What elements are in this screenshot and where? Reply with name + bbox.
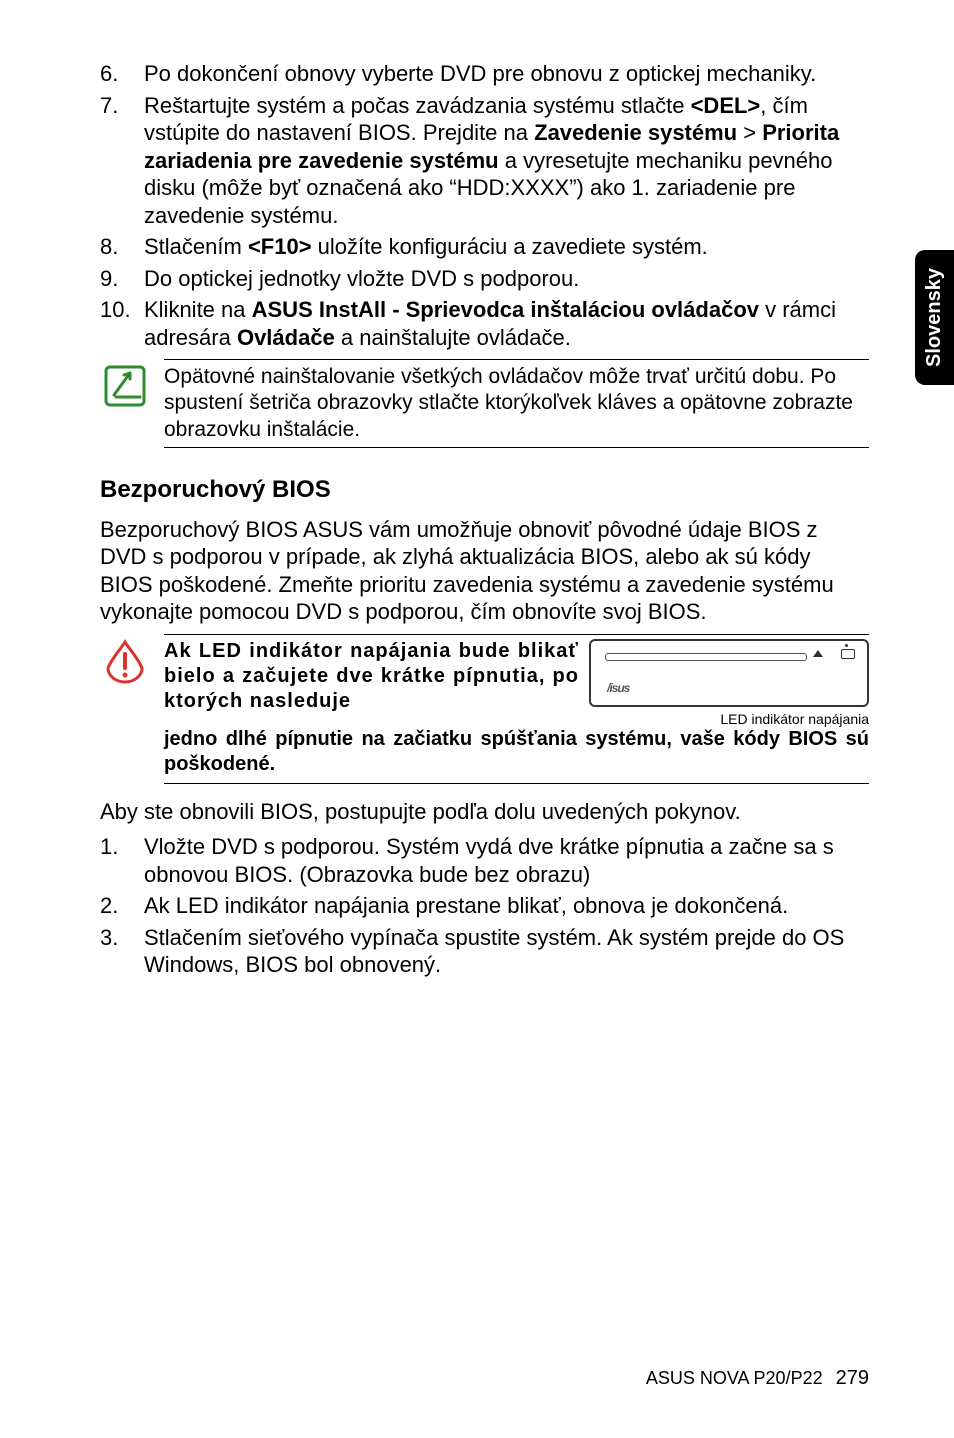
list-number: 6. — [100, 60, 144, 88]
section-paragraph: Bezporuchový BIOS ASUS vám umožňuje obno… — [100, 516, 869, 626]
list-item: 1.Vložte DVD s podporou. Systém vydá dve… — [100, 833, 869, 888]
warning-text-continue: jedno dlhé pípnutie na začiatku spúšťani… — [164, 727, 869, 777]
list-number: 7. — [100, 92, 144, 230]
footer-product: ASUS NOVA P20/P22 — [646, 1368, 823, 1388]
list-body: Reštartujte systém a počas zavádzania sy… — [144, 92, 869, 230]
list-item: 3.Stlačením sieťového vypínača spustite … — [100, 924, 869, 979]
list-number: 10. — [100, 296, 144, 351]
list-number: 1. — [100, 833, 144, 888]
list-number: 9. — [100, 265, 144, 293]
language-tab: Slovensky — [915, 250, 954, 385]
note-icon — [100, 361, 150, 416]
list-item: 9.Do optickej jednotky vložte DVD s podp… — [100, 265, 869, 293]
list-body: Stlačením sieťového vypínača spustite sy… — [144, 924, 869, 979]
page-footer: ASUS NOVA P20/P22 279 — [646, 1367, 869, 1390]
paragraph-after-warning: Aby ste obnovili BIOS, postupujte podľa … — [100, 798, 869, 826]
warning-icon — [100, 636, 150, 691]
footer-page-number: 279 — [836, 1367, 869, 1389]
list-number: 3. — [100, 924, 144, 979]
warning-text-left: Ak LED indikátor napájania bude blikať b… — [164, 639, 579, 727]
list-number: 2. — [100, 892, 144, 920]
list-item: 2.Ak LED indikátor napájania prestane bl… — [100, 892, 869, 920]
device-illustration: /isus — [589, 639, 869, 707]
list-item: 8.Stlačením <F10> uložíte konfiguráciu a… — [100, 233, 869, 261]
list-item: 10.Kliknite na ASUS InstAll - Sprievodca… — [100, 296, 869, 351]
list-body: Do optickej jednotky vložte DVD s podpor… — [144, 265, 869, 293]
warning-block: Ak LED indikátor napájania bude blikať b… — [100, 634, 869, 784]
device-figure: /isus LED indikátor napájania — [589, 639, 869, 727]
ordered-list-bottom: 1.Vložte DVD s podporou. Systém vydá dve… — [100, 833, 869, 979]
section-heading: Bezporuchový BIOS — [100, 476, 869, 504]
list-item: 7.Reštartujte systém a počas zavádzania … — [100, 92, 869, 230]
device-logo: /isus — [607, 681, 629, 695]
list-body: Vložte DVD s podporou. Systém vydá dve k… — [144, 833, 869, 888]
list-body: Kliknite na ASUS InstAll - Sprievodca in… — [144, 296, 869, 351]
list-number: 8. — [100, 233, 144, 261]
list-body: Stlačením <F10> uložíte konfiguráciu a z… — [144, 233, 869, 261]
note-text: Opätovné nainštalovanie všetkých ovládač… — [164, 359, 869, 448]
list-body: Ak LED indikátor napájania prestane blik… — [144, 892, 869, 920]
figure-caption: LED indikátor napájania — [720, 711, 869, 727]
list-item: 6.Po dokončení obnovy vyberte DVD pre ob… — [100, 60, 869, 88]
warning-body: Ak LED indikátor napájania bude blikať b… — [164, 634, 869, 784]
note-block: Opätovné nainštalovanie všetkých ovládač… — [100, 359, 869, 448]
list-body: Po dokončení obnovy vyberte DVD pre obno… — [144, 60, 869, 88]
ordered-list-top: 6.Po dokončení obnovy vyberte DVD pre ob… — [100, 60, 869, 351]
